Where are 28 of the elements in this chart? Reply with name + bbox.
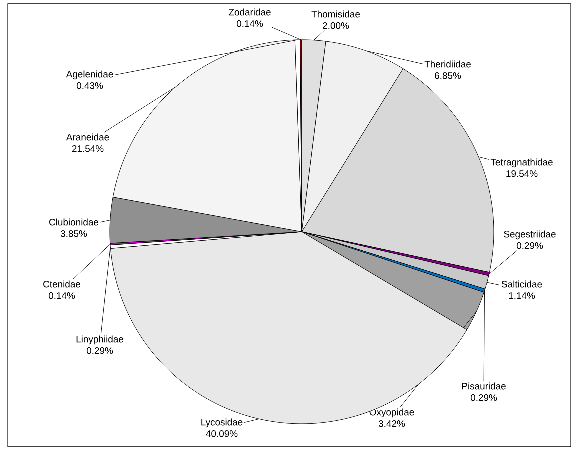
slice-label: Agelenidae xyxy=(66,70,114,80)
data-label: 0.29% xyxy=(470,394,498,402)
slice-label: Pisauridae xyxy=(462,382,506,390)
slice-label: Ctenidae xyxy=(44,280,81,288)
data-label: 0.29% xyxy=(86,347,114,354)
slice-label: Salticidae xyxy=(502,280,542,288)
slice-label: Clubionidae xyxy=(50,218,99,226)
data-label: 0.14% xyxy=(48,292,76,300)
slice-label: Zodaridae xyxy=(229,8,271,16)
data-label: 1.14% xyxy=(509,292,536,300)
data-label: 40.09% xyxy=(206,430,238,438)
data-label: 0.43% xyxy=(76,82,104,90)
slice-label: Araneidae xyxy=(66,134,110,141)
data-label: 0.14% xyxy=(236,20,264,28)
data-label: 19.54% xyxy=(506,170,538,178)
data-label: 6.85% xyxy=(435,72,462,80)
slice-label: Thomisidae xyxy=(312,10,360,18)
data-label: 0.29% xyxy=(516,242,544,250)
data-label: 3.85% xyxy=(60,230,88,238)
slice-label: Tetragnathidae xyxy=(490,158,553,168)
slice-label: Oxyopidae xyxy=(370,408,414,418)
slice-label: Segestriidae xyxy=(504,230,556,240)
data-label: 21.54% xyxy=(72,145,104,152)
data-label: 2.00% xyxy=(323,22,350,30)
slice-label: Theridiidae xyxy=(424,60,471,68)
data-label: 3.42% xyxy=(378,420,406,428)
slice-label: Linyphiidae xyxy=(76,336,124,345)
slice-label: Lycosidae xyxy=(202,418,243,428)
